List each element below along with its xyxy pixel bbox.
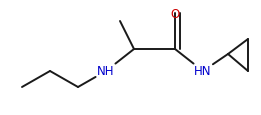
Text: O: O xyxy=(170,7,180,20)
Text: NH: NH xyxy=(97,65,115,78)
Text: HN: HN xyxy=(194,65,212,78)
